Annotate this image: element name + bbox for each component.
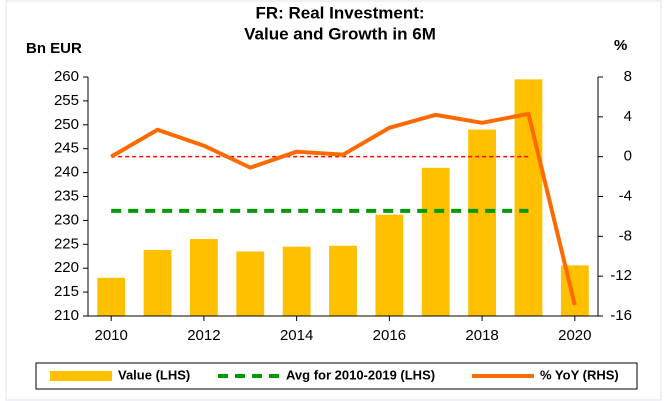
y-tick-label: 225: [54, 235, 79, 252]
bar: [97, 277, 126, 316]
y-tick-label: 240: [54, 164, 79, 181]
y-tick-label: 255: [54, 92, 79, 109]
bar: [190, 239, 218, 316]
line-series: [110, 111, 577, 306]
x-tick-label: 2016: [373, 327, 406, 344]
frame: [5, 0, 662, 401]
chart-title: Value and Growth in 6M: [244, 24, 436, 43]
legend: [35, 362, 638, 390]
y2-tick-label: -16: [610, 307, 632, 324]
x-tick-label: 2014: [280, 327, 313, 344]
y2-axis-label: %: [614, 37, 627, 54]
bar: [236, 251, 265, 316]
legend-swatch: [50, 371, 112, 381]
y-tick-label: 210: [54, 307, 79, 324]
y2-tick-label: 0: [624, 148, 632, 165]
chart-title: FR: Real Investment:: [255, 3, 424, 22]
x-tick-label: 2020: [558, 327, 591, 344]
y-tick-label: 215: [54, 283, 79, 300]
y2-tick-label: 4: [624, 108, 632, 125]
y2-tick-label: -8: [619, 227, 632, 244]
bar: [468, 129, 496, 316]
y-axis-label: Bn EUR: [26, 40, 82, 57]
y-tick-label: 220: [54, 259, 79, 276]
bar: [329, 245, 357, 316]
y-tick-label: 235: [54, 187, 79, 204]
x-tick-label: 2010: [94, 327, 127, 344]
y2-tick-label: 8: [624, 68, 632, 85]
bar: [282, 246, 311, 316]
x-tick-label: 2018: [465, 327, 498, 344]
bar: [375, 214, 404, 316]
y2-tick-label: -4: [619, 187, 632, 204]
y-tick-label: 230: [54, 211, 79, 228]
y-tick-label: 245: [54, 140, 79, 157]
y-tick-label: 260: [54, 68, 79, 85]
legend-label: % YoY (RHS): [540, 367, 619, 382]
y2-tick-label: -12: [610, 267, 632, 284]
x-tick-label: 2012: [187, 327, 220, 344]
y-tick-label: 250: [54, 116, 79, 133]
bar: [143, 250, 172, 316]
bar: [421, 167, 450, 316]
legend-label: Avg for 2010-2019 (LHS): [286, 367, 435, 382]
legend-label: Value (LHS): [118, 367, 190, 382]
